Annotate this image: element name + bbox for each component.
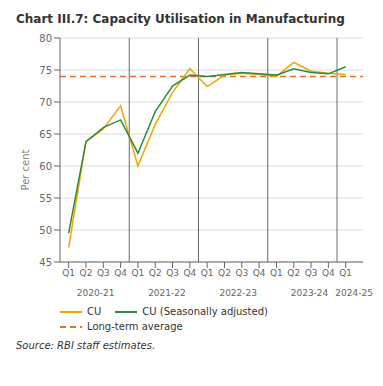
svg-text:70: 70	[39, 97, 52, 108]
svg-text:45: 45	[39, 257, 52, 268]
svg-text:Q2: Q2	[287, 268, 300, 278]
svg-text:65: 65	[39, 129, 52, 140]
svg-text:50: 50	[39, 225, 52, 236]
svg-text:2022-23: 2022-23	[219, 288, 257, 298]
svg-text:Q3: Q3	[235, 268, 248, 278]
html-text:Source: RBI staff estimates.: Source: RBI staff estimates.	[16, 340, 156, 351]
svg-text:2020-21: 2020-21	[77, 288, 115, 298]
html-text:CU (Seasonally adjusted): CU (Seasonally adjusted)	[142, 306, 268, 317]
svg-text:Q2: Q2	[218, 268, 231, 278]
svg-text:2023-24: 2023-24	[291, 288, 329, 298]
svg-text:Q1: Q1	[339, 268, 352, 278]
svg-text:Q4: Q4	[114, 268, 127, 278]
svg-text:Q2: Q2	[149, 268, 162, 278]
svg-text:Q3: Q3	[97, 268, 110, 278]
svg-text:Q3: Q3	[166, 268, 179, 278]
svg-text:Q1: Q1	[62, 268, 75, 278]
svg-text:Q3: Q3	[305, 268, 318, 278]
svg-text:Q4: Q4	[183, 268, 196, 278]
html-text:Long-term average: Long-term average	[87, 321, 183, 332]
html-text:CU: CU	[87, 306, 102, 317]
svg-text:Q1: Q1	[201, 268, 214, 278]
svg-text:Q2: Q2	[80, 268, 93, 278]
svg-text:Q1: Q1	[270, 268, 283, 278]
svg-text:2024-25: 2024-25	[335, 288, 373, 298]
svg-text:55: 55	[39, 193, 52, 204]
svg-text:Q1: Q1	[132, 268, 145, 278]
svg-text:Q4: Q4	[253, 268, 266, 278]
svg-text:75: 75	[39, 65, 52, 76]
html-text:Chart III.7: Capacity Utilisat: Chart III.7: Capacity Utilisation in Man…	[16, 12, 345, 26]
svg-text:80: 80	[39, 33, 52, 44]
svg-text:60: 60	[39, 161, 52, 172]
svg-text:2021-22: 2021-22	[148, 288, 186, 298]
svg-text:Per cent: Per cent	[20, 149, 31, 190]
svg-text:Q4: Q4	[322, 268, 335, 278]
